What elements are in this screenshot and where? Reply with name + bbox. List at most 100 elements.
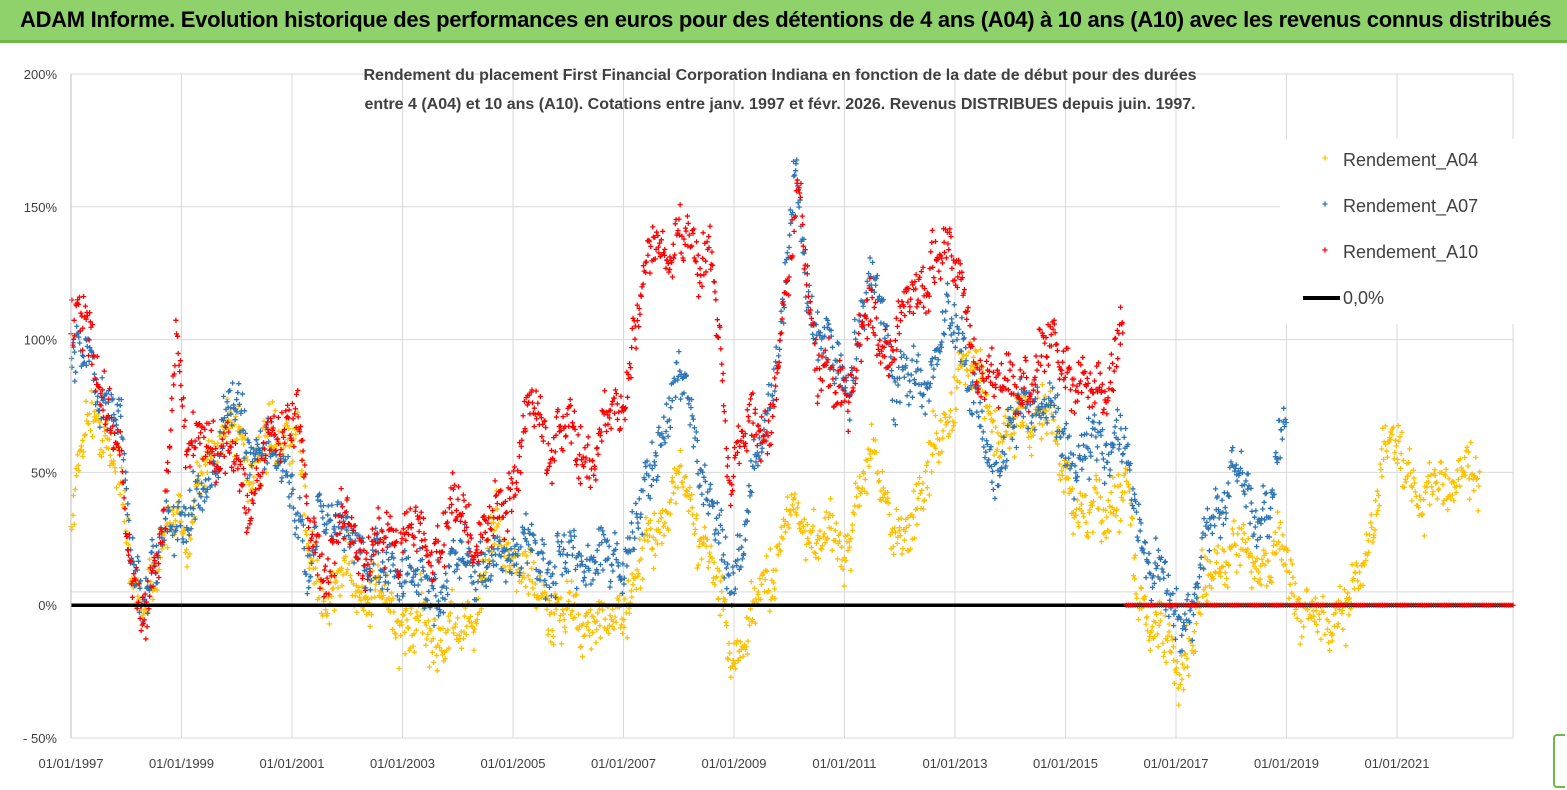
data-point (334, 532, 340, 538)
data-point (750, 390, 756, 396)
data-point (983, 390, 989, 396)
data-point (706, 233, 712, 240)
data-point (1057, 477, 1064, 483)
data-point (491, 541, 498, 547)
data-point (1034, 367, 1040, 373)
data-point (1065, 345, 1071, 351)
data-point (959, 315, 965, 321)
data-point (737, 655, 743, 661)
data-point (366, 534, 372, 540)
data-point (907, 378, 913, 384)
data-point (898, 309, 904, 316)
data-point (747, 606, 754, 612)
data-point (1307, 612, 1313, 618)
data-point (967, 407, 973, 414)
data-point (977, 357, 983, 364)
data-point (761, 426, 767, 433)
data-point (508, 508, 515, 514)
data-point (625, 578, 631, 584)
data-point (594, 610, 601, 616)
data-point (1276, 525, 1282, 531)
data-point (613, 391, 619, 397)
data-point (1220, 564, 1226, 570)
data-point (86, 358, 92, 364)
data-point (884, 340, 890, 346)
data-point (817, 332, 823, 339)
data-point (723, 565, 730, 571)
data-point (1134, 595, 1140, 601)
data-point (944, 418, 951, 425)
data-point (746, 418, 752, 424)
data-point (114, 440, 120, 447)
data-point (689, 491, 695, 498)
data-point (785, 521, 791, 527)
data-point (1440, 481, 1446, 488)
data-point (915, 352, 921, 358)
data-point (1060, 431, 1067, 437)
data-point (1197, 565, 1204, 571)
data-point (463, 504, 469, 510)
data-point (799, 519, 805, 525)
data-point (652, 462, 658, 468)
data-point (1211, 515, 1217, 521)
data-point (388, 526, 394, 533)
data-point (168, 527, 174, 533)
data-point (1245, 536, 1251, 542)
data-point (456, 575, 463, 581)
data-point (837, 357, 843, 364)
data-point (1091, 378, 1098, 384)
data-point (975, 386, 982, 392)
data-point (1025, 399, 1031, 405)
data-point (985, 374, 991, 380)
data-point (1252, 524, 1258, 530)
data-point (265, 429, 272, 436)
data-point (377, 537, 384, 543)
data-point (922, 411, 928, 417)
data-point (642, 477, 648, 483)
data-point (845, 428, 851, 434)
data-point (462, 519, 468, 525)
data-point (977, 347, 984, 353)
data-point (1154, 563, 1161, 569)
data-point (662, 440, 668, 446)
data-point (988, 410, 994, 417)
data-point (964, 308, 971, 314)
data-point (1294, 615, 1300, 621)
data-point (120, 457, 127, 463)
data-point (1458, 465, 1464, 471)
data-point (426, 559, 432, 565)
data-point (111, 458, 117, 464)
data-point (78, 310, 84, 316)
data-point (79, 352, 86, 359)
data-point (407, 564, 414, 570)
data-point (656, 424, 662, 430)
data-point (846, 399, 852, 405)
data-point (1251, 563, 1257, 569)
data-point (971, 336, 977, 342)
data-point (466, 546, 472, 552)
data-point (640, 488, 646, 494)
data-point (1022, 354, 1028, 361)
data-point (227, 387, 233, 393)
data-point (714, 317, 720, 323)
data-point (552, 449, 558, 455)
data-point (498, 543, 505, 549)
data-point (662, 520, 668, 526)
data-point (1149, 624, 1155, 630)
data-point (558, 595, 564, 601)
data-point (501, 545, 507, 551)
data-point (174, 524, 180, 530)
data-point (1004, 458, 1010, 464)
data-point (1189, 648, 1195, 654)
data-point (997, 453, 1003, 459)
data-point (142, 591, 148, 597)
data-point (742, 537, 748, 543)
data-point (1122, 470, 1128, 476)
data-point (677, 368, 683, 374)
data-point (768, 382, 774, 388)
data-point (776, 359, 782, 365)
data-point (770, 413, 776, 420)
data-point (822, 540, 828, 546)
data-point (529, 387, 535, 393)
data-point (981, 378, 987, 384)
